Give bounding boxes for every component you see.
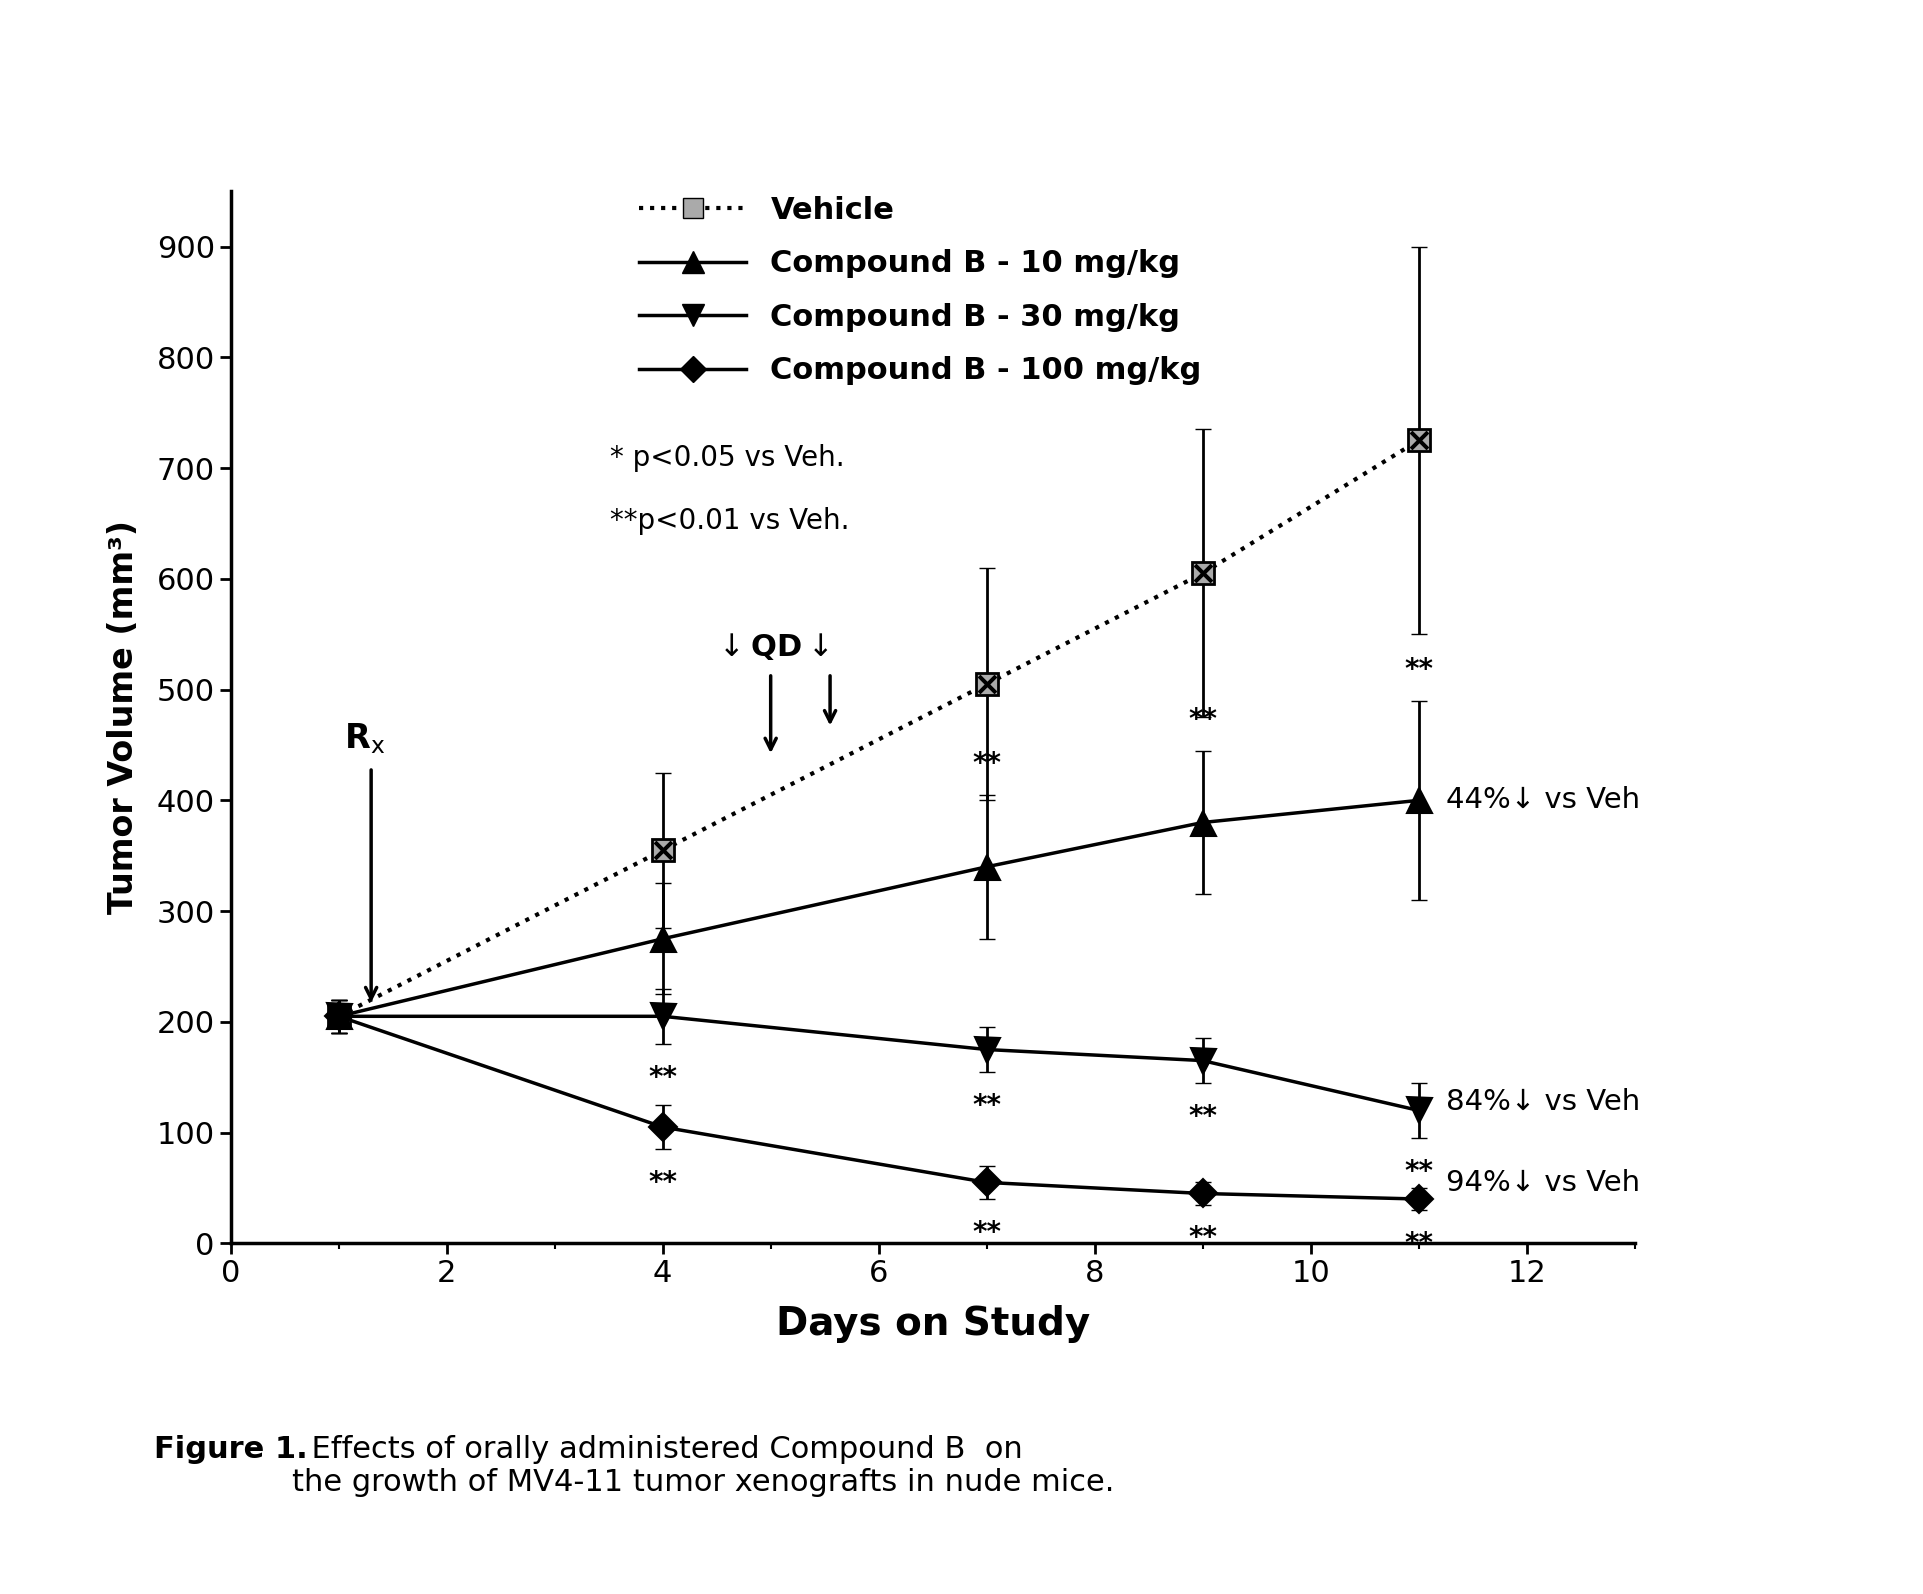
Y-axis label: Tumor Volume (mm³): Tumor Volume (mm³): [108, 520, 140, 915]
Text: **: **: [973, 1092, 1002, 1119]
Text: **p<0.01 vs Veh.: **p<0.01 vs Veh.: [610, 507, 850, 536]
Text: $\downarrow$QD$\downarrow$: $\downarrow$QD$\downarrow$: [713, 631, 829, 662]
Text: 94%↓ vs Veh: 94%↓ vs Veh: [1446, 1168, 1640, 1197]
Text: **: **: [648, 1168, 677, 1197]
Text: R$_{\rm x}$: R$_{\rm x}$: [344, 722, 385, 756]
Text: **: **: [973, 751, 1002, 778]
X-axis label: Days on Study: Days on Study: [775, 1305, 1090, 1344]
Legend: Vehicle, Compound B - 10 mg/kg, Compound B - 30 mg/kg, Compound B - 100 mg/kg: Vehicle, Compound B - 10 mg/kg, Compound…: [638, 196, 1202, 386]
Text: **: **: [1404, 657, 1433, 684]
Text: **: **: [973, 1219, 1002, 1247]
Text: **: **: [1404, 1231, 1433, 1258]
Text: * p<0.05 vs Veh.: * p<0.05 vs Veh.: [610, 443, 844, 472]
Text: **: **: [1188, 1103, 1217, 1130]
Text: 84%↓ vs Veh: 84%↓ vs Veh: [1446, 1087, 1640, 1116]
Text: **: **: [1188, 706, 1217, 733]
Text: **: **: [648, 1063, 677, 1092]
Text: *: *: [656, 838, 669, 867]
Text: **: **: [1188, 1224, 1217, 1253]
Text: Effects of orally administered Compound B  on
the growth of MV4-11 tumor xenogra: Effects of orally administered Compound …: [292, 1435, 1115, 1497]
Text: **: **: [1404, 1159, 1433, 1186]
Text: Figure 1.: Figure 1.: [154, 1435, 308, 1463]
Text: 44%↓ vs Veh: 44%↓ vs Veh: [1446, 786, 1640, 815]
